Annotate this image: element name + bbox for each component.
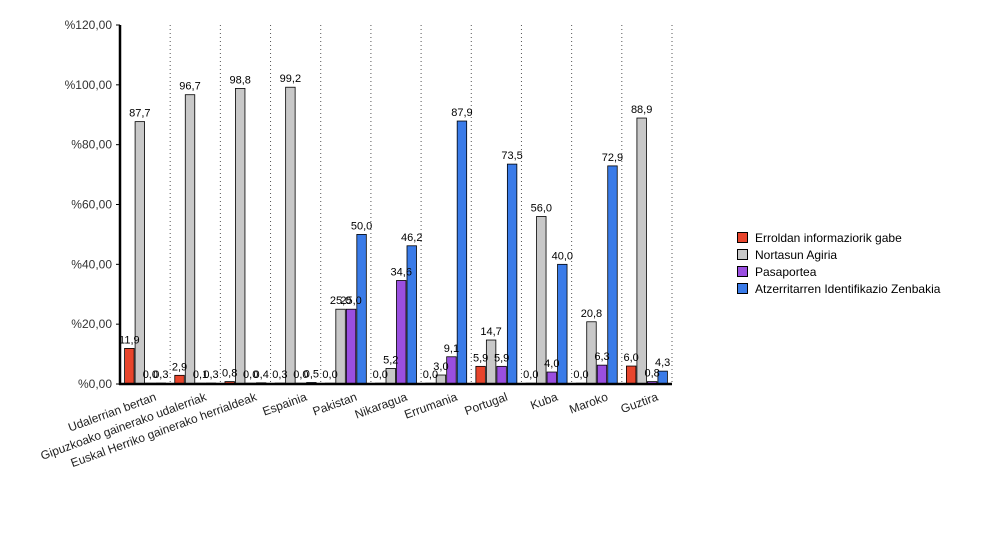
data-label: 20,8: [581, 308, 602, 320]
data-label: 0,0: [573, 369, 588, 381]
data-label: 3,0: [433, 361, 448, 373]
data-label: 46,2: [401, 232, 422, 244]
y-tick-label: %20,00: [71, 317, 112, 331]
data-label: 0,0: [143, 369, 158, 381]
data-label: 73,5: [501, 150, 522, 162]
bar: [184, 94, 196, 385]
data-label: 5,2: [383, 354, 398, 366]
legend-item: Erroldan informaziorik gabe: [737, 229, 940, 246]
x-tick-label: Guztira: [619, 390, 660, 416]
x-tick-label: Errumania: [402, 390, 459, 422]
data-label: 98,8: [229, 74, 250, 86]
data-label: 0,3: [272, 369, 287, 381]
y-tick-labels: %0,00 %20,00 %40,00 %60,00 %80,00 %100,00 %120…: [65, 18, 113, 391]
data-label: 6,3: [594, 351, 609, 363]
data-label: 88,9: [631, 104, 652, 116]
y-tick-label: %40,00: [71, 257, 112, 271]
axes: [116, 24, 672, 386]
legend-label: Erroldan informaziorik gabe: [755, 230, 902, 245]
data-label: 0,8: [222, 368, 237, 380]
bar: [636, 117, 647, 385]
data-label: 0,5: [304, 369, 319, 381]
legend-swatch: [737, 266, 748, 277]
x-tick-label: Nikaragua: [353, 390, 409, 422]
legend-label: Pasaportea: [755, 264, 817, 279]
data-label: 14,7: [480, 326, 501, 338]
data-label: 0,1: [193, 369, 208, 381]
data-label: 0,0: [293, 369, 308, 381]
y-tick-label: %80,00: [71, 138, 112, 152]
legend-label: Nortasun Agiria: [755, 247, 838, 262]
data-label: 5,9: [473, 352, 488, 364]
legend-item: Nortasun Agiria: [737, 246, 940, 263]
bar: [285, 86, 296, 385]
data-label: 87,9: [451, 107, 472, 119]
data-label: 99,2: [280, 73, 301, 85]
data-label: 0,0: [523, 369, 538, 381]
data-label: 0,3: [153, 369, 168, 381]
data-label: 0,0: [373, 369, 388, 381]
legend-item: Atzerritarren Identifikazio Zenbakia: [737, 280, 940, 297]
data-label: 4,0: [544, 358, 559, 370]
legend-label: Atzerritarren Identifikazio Zenbakia: [755, 281, 941, 296]
legend-swatch: [737, 283, 748, 294]
bars: [124, 86, 668, 385]
data-label: 4,3: [655, 357, 670, 369]
bar: [235, 88, 246, 385]
data-labels: 11,987,70,00,32,996,70,10,3 0,898,80,00,4…: [119, 73, 670, 381]
data-label: 6,0: [624, 352, 639, 364]
data-label: 0,3: [203, 369, 218, 381]
legend-swatch: [737, 232, 748, 243]
legend: Erroldan informaziorik gabe Nortasun Agir…: [737, 229, 940, 297]
data-label: 0,0: [423, 369, 438, 381]
x-tick-label: Portugal: [463, 390, 510, 418]
data-label: 50,0: [351, 220, 372, 232]
bar: [496, 365, 507, 385]
y-tick-label: %120,00: [65, 18, 113, 32]
bar: [345, 308, 357, 385]
x-tick-label: Maroko: [567, 390, 610, 417]
bar: [475, 365, 486, 385]
data-label: 34,6: [391, 266, 412, 278]
data-label: 0,4: [254, 369, 269, 381]
x-tick-label: Pakistan: [311, 390, 359, 419]
data-label: 11,9: [119, 334, 140, 346]
bar: [546, 371, 557, 385]
y-tick-label: %0,00: [78, 377, 112, 391]
data-label: 0,0: [322, 369, 337, 381]
data-label: 2,9: [172, 361, 187, 373]
data-label: 25,0: [330, 295, 351, 307]
x-tick-label: Espainia: [261, 390, 309, 419]
data-label: 96,7: [179, 81, 200, 93]
legend-swatch: [737, 249, 748, 260]
data-label: 72,9: [602, 152, 623, 164]
bar: [356, 234, 367, 385]
data-label: 40,0: [552, 250, 573, 262]
data-label: 56,0: [531, 202, 552, 214]
data-label: 5,9: [494, 352, 509, 364]
data-label: 0,0: [243, 369, 258, 381]
legend-item: Pasaportea: [737, 263, 940, 280]
x-tick-label: Kuba: [528, 390, 559, 413]
data-label: 0,8: [645, 368, 660, 380]
data-label: 25,0: [340, 295, 361, 307]
data-label: 87,7: [129, 108, 150, 120]
y-tick-label: %100,00: [65, 78, 113, 92]
bar: [596, 364, 608, 385]
bar: [506, 163, 518, 385]
bar: [396, 280, 407, 385]
bar: [124, 347, 135, 385]
bar: [626, 365, 637, 385]
data-label: 9,1: [444, 343, 459, 355]
y-tick-label: %60,00: [71, 198, 112, 212]
bar: [174, 374, 185, 385]
